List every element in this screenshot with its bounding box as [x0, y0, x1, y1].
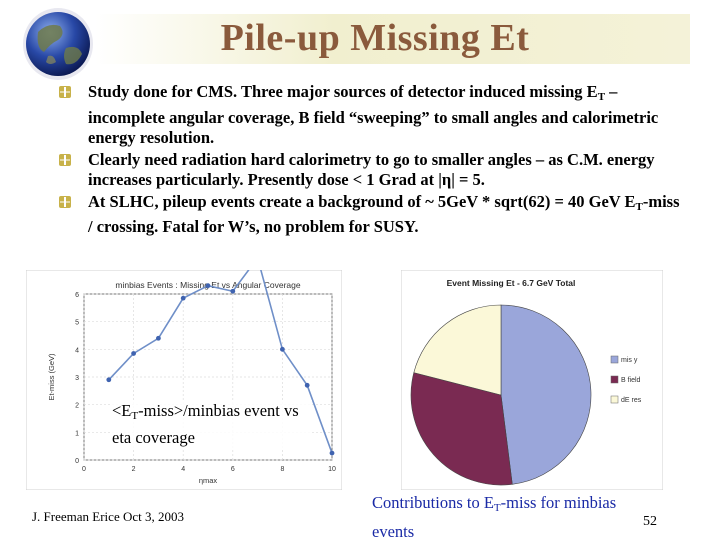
title-bar: [95, 14, 690, 64]
x-tick-label: 4: [181, 466, 185, 473]
y-tick-label: 1: [75, 430, 79, 437]
data-point: [304, 382, 310, 388]
data-point: [131, 351, 136, 356]
y-tick-label: 5: [75, 320, 79, 327]
data-point: [329, 450, 335, 456]
bullet-list: Study done for CMS. Three major sources …: [58, 82, 688, 239]
legend-swatch: [610, 375, 619, 384]
y-tick-label: 4: [75, 347, 79, 354]
bullet-item: At SLHC, pileup events create a backgrou…: [58, 192, 688, 238]
pie-slice: [410, 372, 513, 486]
bullet-marker-icon: [59, 153, 71, 166]
bullet-text: At SLHC, pileup events create a backgrou…: [88, 191, 680, 237]
pie-chart: Event Missing Et - 6.7 GeV Total mis y B f…: [401, 270, 663, 490]
legend-swatch: [610, 355, 619, 364]
data-point: [106, 377, 112, 383]
y-tick-label: 2: [75, 403, 79, 410]
y-tick-label: 6: [75, 292, 79, 299]
data-point: [280, 346, 285, 352]
data-point: [205, 283, 211, 289]
legend-swatch: [610, 395, 619, 404]
slide-title: Pile-up Missing Et: [220, 17, 530, 59]
chart-frame: [26, 270, 342, 490]
chart-title: Event Missing Et - 6.7 GeV Total: [447, 278, 576, 288]
data-point: [230, 288, 236, 294]
y-tick-label: 0: [75, 458, 79, 465]
pie-slice: [413, 304, 502, 396]
series-line: [108, 270, 333, 454]
bullet-item: Clearly need radiation hard calorimetry …: [58, 150, 688, 191]
data-point: [156, 335, 161, 341]
legend-label: B field: [621, 377, 641, 384]
y-tick-label: 3: [75, 375, 79, 382]
bullet-text: Study done for CMS. Three major sources …: [88, 82, 659, 147]
bullet-text: Clearly need radiation hard calorimetry …: [88, 149, 655, 190]
x-tick-label: 6: [231, 466, 235, 473]
x-tick-label: 2: [132, 466, 136, 473]
x-tick-label: 8: [280, 466, 284, 473]
bullet-marker-icon: [59, 86, 71, 98]
caption-line-chart: <ET-miss>/minbias event vs eta coverage: [112, 400, 312, 448]
caption-pie-chart: Contributions to ET-miss for minbias eve…: [372, 493, 617, 541]
legend-label: dE res: [621, 397, 642, 404]
data-point: [180, 295, 186, 301]
page-number: 52: [643, 514, 657, 529]
x-tick-label: 0: [82, 466, 86, 473]
x-axis-label: ηmax: [199, 476, 218, 485]
line-chart: minbias Events : Missing Et vs Angular C…: [26, 270, 342, 490]
y-axis-label: Et-miss (GeV): [47, 353, 56, 401]
bullet-marker-icon: [59, 195, 71, 208]
x-tick-label: 10: [328, 466, 336, 473]
bullet-item: Study done for CMS. Three major sources …: [58, 82, 688, 149]
footer-text: J. Freeman Erice Oct 3, 2003: [32, 509, 184, 524]
pie-slice: [500, 304, 592, 485]
legend-label: mis y: [621, 357, 638, 364]
globe-icon: [23, 8, 93, 80]
